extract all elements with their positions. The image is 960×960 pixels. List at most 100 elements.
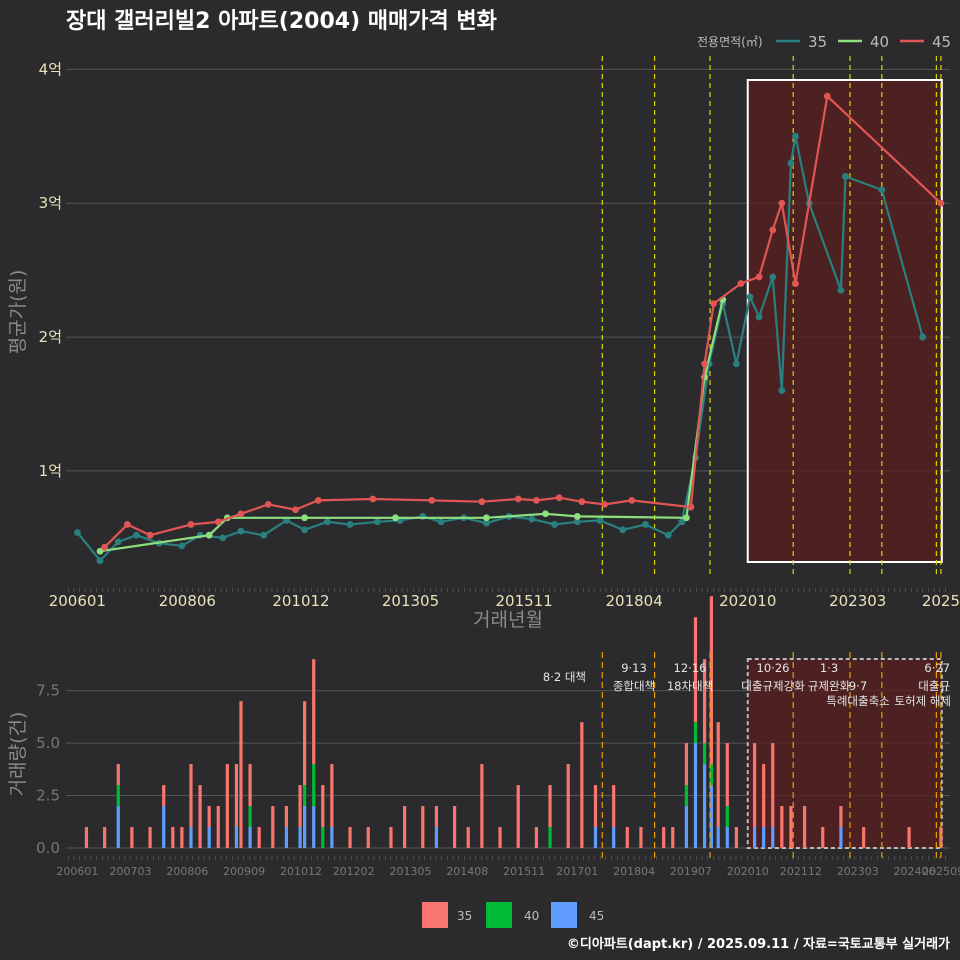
series-point-45 <box>792 280 799 287</box>
series-point-35 <box>178 542 186 550</box>
series-point-45 <box>478 498 486 506</box>
volume-bar <box>612 827 616 848</box>
volume-bar <box>303 701 307 786</box>
volume-bar <box>225 764 229 848</box>
volume-bar <box>303 785 307 807</box>
volume-bar <box>284 806 289 828</box>
volume-bar <box>725 827 729 848</box>
volume-bar <box>771 827 775 848</box>
volume-bar <box>198 785 202 848</box>
volume-bar <box>566 764 570 848</box>
volume-bar <box>248 764 252 807</box>
series-point-40 <box>301 514 309 522</box>
x-tick-label: 201511 <box>496 592 553 610</box>
price-x-ticks: 200601 200806 201012 201305 201511 201804 2020… <box>49 592 960 610</box>
volume-bar <box>207 827 211 848</box>
volume-bar <box>421 806 425 848</box>
series-point-35 <box>837 286 845 294</box>
series-point-35 <box>133 531 140 539</box>
volume-bar <box>725 743 729 807</box>
y-axis-title: 평균가(원) <box>7 270 29 355</box>
series-point-45 <box>514 495 522 503</box>
volume-highlight-rect <box>746 658 943 849</box>
volume-vlines <box>601 652 942 860</box>
series-point-35 <box>596 517 604 524</box>
volume-bar <box>612 785 616 828</box>
series-point-35 <box>732 360 740 368</box>
volume-bar <box>684 785 688 807</box>
volume-bar <box>593 785 598 828</box>
volume-bar <box>752 827 757 848</box>
series-point-40 <box>205 531 213 539</box>
series-point-40 <box>96 547 104 555</box>
volume-bar <box>171 827 175 848</box>
volume-bar <box>734 827 738 848</box>
volume-bar <box>780 806 784 848</box>
series-point-35 <box>73 529 81 536</box>
series-point-35 <box>323 518 331 526</box>
volume-bar <box>548 827 552 848</box>
volume-bar <box>709 764 713 786</box>
x-tick-label: 200806 <box>159 592 216 610</box>
series-point-35 <box>437 518 445 526</box>
volume-y-tick: 5.0 <box>36 734 60 752</box>
volume-bar <box>580 722 584 848</box>
policy-annotation: 18차대책 <box>667 679 713 693</box>
y-tick-label: 2억 <box>39 328 62 346</box>
volume-bar <box>162 806 166 848</box>
volume-bar <box>693 617 698 723</box>
legend-label-40: 40 <box>870 33 889 51</box>
volume-bar <box>534 827 539 848</box>
series-point-45 <box>237 510 245 518</box>
legend-label-35: 35 <box>808 33 827 51</box>
volume-bar <box>802 806 807 848</box>
volume-bar <box>862 827 866 848</box>
x-tick-label: 201804 <box>605 592 662 610</box>
volume-bar <box>248 827 252 848</box>
volume-x-tick: 201202 <box>333 865 375 878</box>
volume-bar <box>625 827 629 848</box>
policy-annotation: 종합대책 <box>613 679 655 693</box>
volume-bar <box>762 764 766 828</box>
x-tick-label: 200601 <box>49 592 106 610</box>
volume-bar <box>298 785 302 828</box>
x-tick-label: 202303 <box>829 592 886 610</box>
series-point-45 <box>146 531 154 539</box>
volume-x-tick: 202509 <box>922 865 960 878</box>
volume-highlight-box <box>746 658 943 849</box>
policy-annotation: 대출규제강화 <box>741 679 805 693</box>
policy-vlines <box>601 56 942 578</box>
series-point-45 <box>292 506 299 514</box>
series-point-35 <box>219 534 227 542</box>
volume-bar <box>321 785 325 828</box>
series-point-45 <box>737 280 745 287</box>
series-point-40 <box>483 514 490 522</box>
volume-bar <box>348 827 352 848</box>
series-point-45 <box>555 494 563 502</box>
volume-y-tick: 2.5 <box>36 787 60 805</box>
volume-bar <box>752 743 757 828</box>
volume-bar <box>257 827 261 848</box>
series-point-45 <box>369 495 377 503</box>
volume-bar <box>312 659 316 765</box>
volume-bar <box>248 806 252 828</box>
series-point-45 <box>123 521 131 528</box>
chart-title: 장대 갤러리빌2 아파트(2004) 매매가격 변화 <box>66 9 497 34</box>
volume-bar <box>709 785 713 848</box>
volume-bar <box>298 827 302 848</box>
volume-bar <box>671 827 675 848</box>
x-tick-label: 201012 <box>272 592 329 610</box>
series-point-35 <box>551 521 558 528</box>
legend-top: 전용면적(㎡) 35 40 45 <box>697 33 951 51</box>
bar-legend-35: 35 <box>457 909 472 923</box>
volume-bar <box>271 806 275 848</box>
series-point-45 <box>187 521 195 528</box>
volume-y-tick: 0.0 <box>36 839 60 857</box>
x-tick-label: 202010 <box>719 592 776 610</box>
volume-x-tick: 201511 <box>503 865 545 878</box>
policy-annotations: 8·2 대책 9·13 종합대책 12·16 18차대책 10·26 대출규제강화 1·3 규제… <box>543 661 951 708</box>
policy-annotation: 1·3 <box>820 661 838 675</box>
series-point-45 <box>778 199 786 207</box>
policy-annotation: 12·16 <box>674 661 707 675</box>
series-point-35 <box>483 519 490 527</box>
